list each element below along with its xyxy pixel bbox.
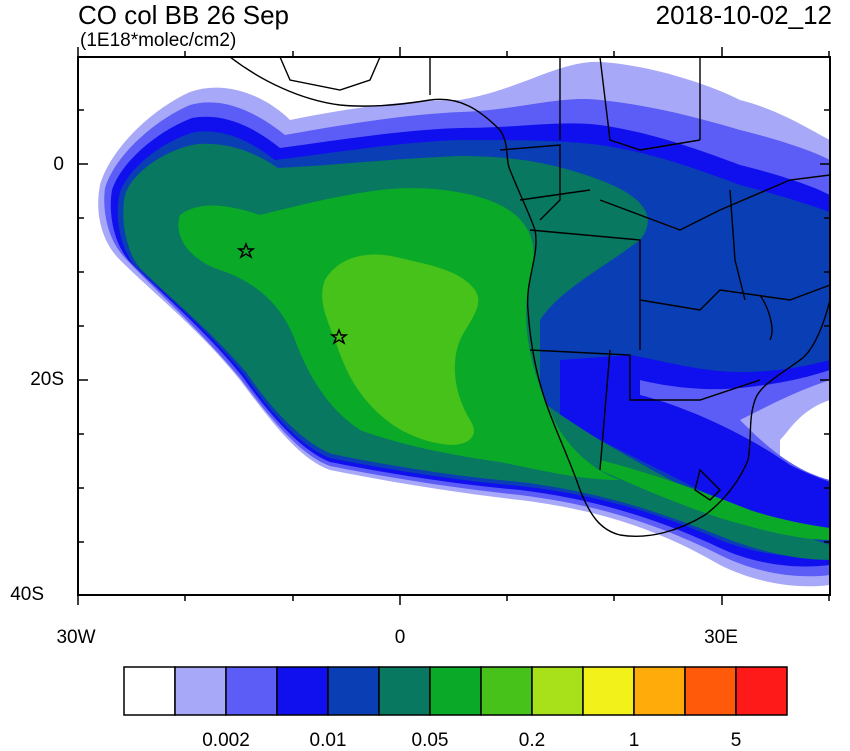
colorbar-swatch-9: [582, 666, 635, 716]
map-units: (1E18*molec/cm2): [80, 30, 237, 51]
colorbar-label-5: 5: [730, 730, 742, 751]
lat-label-40s: 40S: [10, 584, 44, 605]
lat-label-0: 0: [53, 154, 64, 175]
colorbar-label-4: 1: [628, 730, 640, 751]
co-field: [78, 57, 830, 595]
colorbar-swatch-6: [429, 666, 482, 716]
colorbar: [123, 666, 788, 716]
star-marker-2: [329, 327, 349, 345]
colorbar-swatch-0: [123, 666, 176, 716]
colorbar-label-0: 0.002: [202, 730, 250, 751]
colorbar-swatch-10: [633, 666, 686, 716]
colorbar-swatch-4: [327, 666, 380, 716]
coastlines: [229, 57, 830, 537]
colorbar-swatch-7: [480, 666, 533, 716]
lat-label-20s: 20S: [30, 369, 64, 390]
lon-label-0: 0: [394, 627, 406, 648]
co-band-lime: [322, 254, 479, 445]
lon-label-30w: 30W: [56, 627, 96, 648]
map-title: CO col BB 26 Sep: [78, 0, 289, 30]
colorbar-swatch-8: [531, 666, 584, 716]
colorbar-swatch-3: [276, 666, 329, 716]
colorbar-swatch-2: [225, 666, 278, 716]
colorbar-label-2: 0.05: [411, 730, 449, 751]
map-timestamp: 2018-10-02_12: [655, 0, 832, 30]
colorbar-label-1: 0.01: [309, 730, 347, 751]
co-band-green-se: [600, 460, 830, 540]
colorbar-label-3: 0.2: [518, 730, 546, 751]
axis-ticks: [77, 47, 830, 605]
colorbar-swatch-1: [174, 666, 227, 716]
colorbar-swatch-5: [378, 666, 431, 716]
star-marker-1: [236, 241, 256, 259]
lon-label-30e: 30E: [704, 627, 738, 648]
colorbar-swatch-12: [735, 666, 788, 716]
colorbar-swatch-11: [684, 666, 737, 716]
